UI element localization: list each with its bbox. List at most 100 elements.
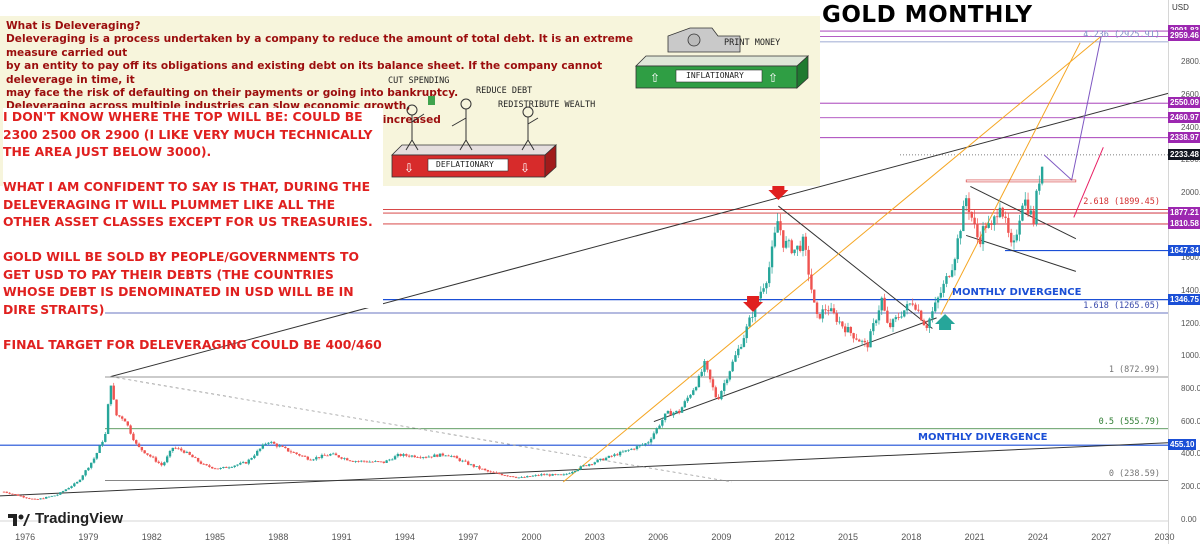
candle-body <box>351 461 355 462</box>
y-tick-label: 800.00 <box>1181 383 1200 393</box>
candle-body <box>275 443 279 447</box>
candle-body <box>22 496 25 498</box>
candle-body <box>624 450 627 452</box>
candle-body <box>905 304 909 311</box>
candle-body <box>73 483 76 487</box>
candle-body <box>225 466 228 468</box>
candle-body <box>956 238 959 260</box>
candle-body <box>497 472 501 474</box>
candle-body <box>590 464 594 465</box>
candle-body <box>360 460 363 462</box>
candle-body <box>967 198 971 213</box>
tradingview-icon <box>8 513 30 526</box>
fib-label: 2.618 (1899.45) <box>1083 197 1160 208</box>
candle-body <box>908 303 912 305</box>
candle-body <box>106 404 110 434</box>
candle-body <box>765 283 768 289</box>
channel-bottom <box>966 234 1077 272</box>
candle-body <box>64 489 68 492</box>
candle-body <box>371 461 374 463</box>
candle-body <box>858 339 861 342</box>
candle-body <box>669 410 672 416</box>
candle-body <box>528 476 532 477</box>
candle-body <box>818 313 822 319</box>
candle-body <box>894 317 898 320</box>
candle-body <box>78 479 82 482</box>
candle-body <box>804 236 807 250</box>
price-axis[interactable] <box>1168 0 1200 544</box>
candle-body <box>849 326 853 334</box>
candle-body <box>1032 210 1035 224</box>
candle-body <box>962 206 965 232</box>
candle-body <box>632 448 636 450</box>
candle-body <box>140 446 144 451</box>
candle-body <box>244 462 248 464</box>
candle-body <box>205 464 208 466</box>
candle-body <box>320 454 324 458</box>
candle-body <box>47 496 51 498</box>
candle-body <box>436 454 439 457</box>
candle-body <box>14 494 17 495</box>
candle-body <box>340 457 343 459</box>
candle-body <box>919 310 923 321</box>
candle-body <box>607 455 611 458</box>
candle-body <box>306 456 310 460</box>
candle-body <box>295 452 298 455</box>
candle-body <box>950 270 954 277</box>
candle-body <box>587 464 591 466</box>
candle-body <box>1012 240 1016 243</box>
candle-body <box>483 468 487 471</box>
y-tick-label: 2000.00 <box>1181 188 1200 197</box>
candle-body <box>889 322 892 328</box>
candle-body <box>737 348 740 356</box>
candle-body <box>191 454 194 458</box>
candle-body <box>326 455 329 457</box>
candle-body <box>796 245 799 250</box>
candle-body <box>1001 207 1004 217</box>
candle-body <box>123 418 127 422</box>
candle-body <box>672 412 675 416</box>
y-tick-label: 1400.00 <box>1181 285 1200 295</box>
candle-body <box>154 457 158 462</box>
candle-body <box>2 491 6 493</box>
candle-body <box>644 443 647 445</box>
candle-body <box>1029 210 1033 215</box>
candle-body <box>216 468 220 470</box>
candle-body <box>388 459 391 461</box>
candle-body <box>396 454 400 457</box>
candle-body <box>213 468 217 470</box>
candle-body <box>230 467 234 468</box>
candle-body <box>227 467 231 469</box>
candle-body <box>959 231 962 239</box>
candle-body <box>509 476 512 477</box>
candle-body <box>675 410 678 413</box>
candle-body <box>503 475 506 476</box>
candle-body <box>557 474 560 476</box>
y-tick-label: 1200.00 <box>1181 318 1200 328</box>
candle-body <box>846 326 850 333</box>
candle-body <box>61 491 65 493</box>
candle-body <box>855 338 858 340</box>
candle-body <box>568 473 571 475</box>
candle-body <box>362 460 366 462</box>
candle-body <box>776 221 779 233</box>
candle-body <box>247 459 250 464</box>
candle-body <box>526 476 529 478</box>
candle-body <box>872 323 875 332</box>
candle-body <box>433 454 436 458</box>
fib-label: 1 (872.99) <box>1108 364 1160 375</box>
candle-body <box>742 338 746 347</box>
candle-body <box>382 461 385 463</box>
candle-body <box>995 216 999 218</box>
candle-body <box>309 459 312 461</box>
candle-body <box>357 461 360 462</box>
lower-trendline <box>0 442 1169 497</box>
tradingview-logo[interactable]: TradingView <box>8 510 123 527</box>
candle-body <box>942 283 945 293</box>
candle-body <box>444 455 447 457</box>
note: FINAL TARGET FOR DELEVERAGING COULD BE 4… <box>3 336 382 352</box>
candle-body <box>725 379 729 384</box>
candle-body <box>573 470 577 472</box>
candle-body <box>953 259 957 271</box>
candle-body <box>8 492 11 494</box>
